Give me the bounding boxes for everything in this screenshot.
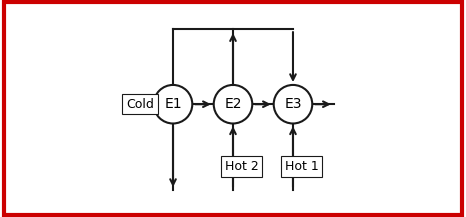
Circle shape	[214, 85, 252, 123]
Circle shape	[154, 85, 192, 123]
Text: E2: E2	[224, 97, 242, 111]
Text: Cold: Cold	[126, 98, 154, 111]
Text: E3: E3	[284, 97, 302, 111]
Circle shape	[274, 85, 312, 123]
Text: Hot 2: Hot 2	[225, 160, 259, 173]
Text: Hot 1: Hot 1	[285, 160, 318, 173]
Text: E1: E1	[164, 97, 182, 111]
